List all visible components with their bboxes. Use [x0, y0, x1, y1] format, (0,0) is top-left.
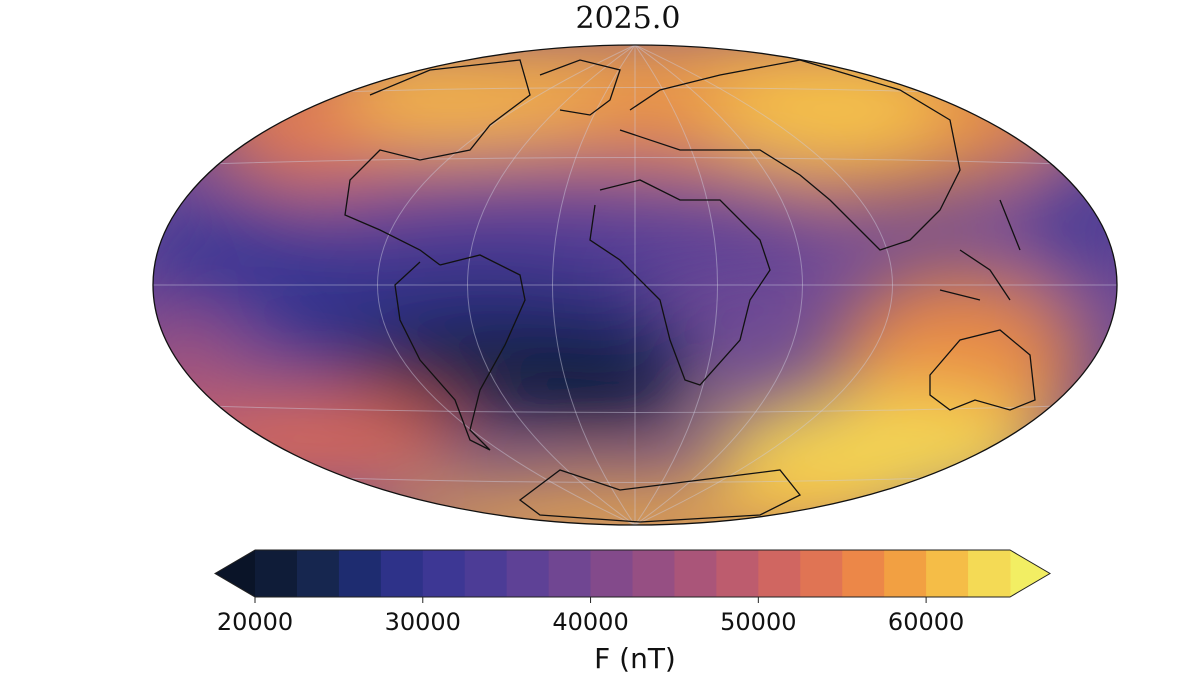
colorbar-segment: [800, 550, 843, 597]
colorbar-segment: [674, 550, 717, 597]
colorbar-segment: [632, 550, 675, 597]
colorbar-label: F (nT): [594, 642, 676, 675]
colorbar-segment: [758, 550, 801, 597]
colorbar-segment: [716, 550, 759, 597]
coastlines: [344, 59, 1036, 523]
map-title: 2025.0: [576, 1, 681, 36]
colorbar-segment: [464, 550, 508, 597]
colorbar-extend-high: [1010, 550, 1050, 597]
colorbar-segment: [506, 550, 550, 597]
x-tick-label: 50000: [720, 608, 796, 636]
colorbar-segment: [842, 550, 885, 597]
colorbar: 20000 30000 40000 50000 60000: [214, 549, 1051, 636]
colorbar-segment: [926, 550, 969, 597]
field-map: [153, 45, 1117, 525]
colorbar-segment: [590, 550, 633, 597]
colorbar-segment: [380, 550, 424, 597]
colorbar-segment: [422, 550, 466, 597]
colorbar-segment: [548, 550, 592, 597]
x-tick-label: 60000: [888, 608, 964, 636]
x-tick-label: 20000: [217, 608, 293, 636]
colorbar-segment: [968, 550, 1011, 597]
x-tick-label: 30000: [385, 608, 461, 636]
colorbar-segment: [884, 550, 927, 597]
colorbar-outline: [214, 549, 1051, 598]
colorbar-segment: [296, 550, 340, 597]
colorbar-extend-low: [215, 550, 255, 597]
colorbar-segment: [338, 550, 382, 597]
map-outline: [152, 44, 1118, 526]
x-tick-label: 40000: [552, 608, 628, 636]
graticule: [153, 45, 1117, 525]
colorbar-segment: [255, 550, 298, 597]
